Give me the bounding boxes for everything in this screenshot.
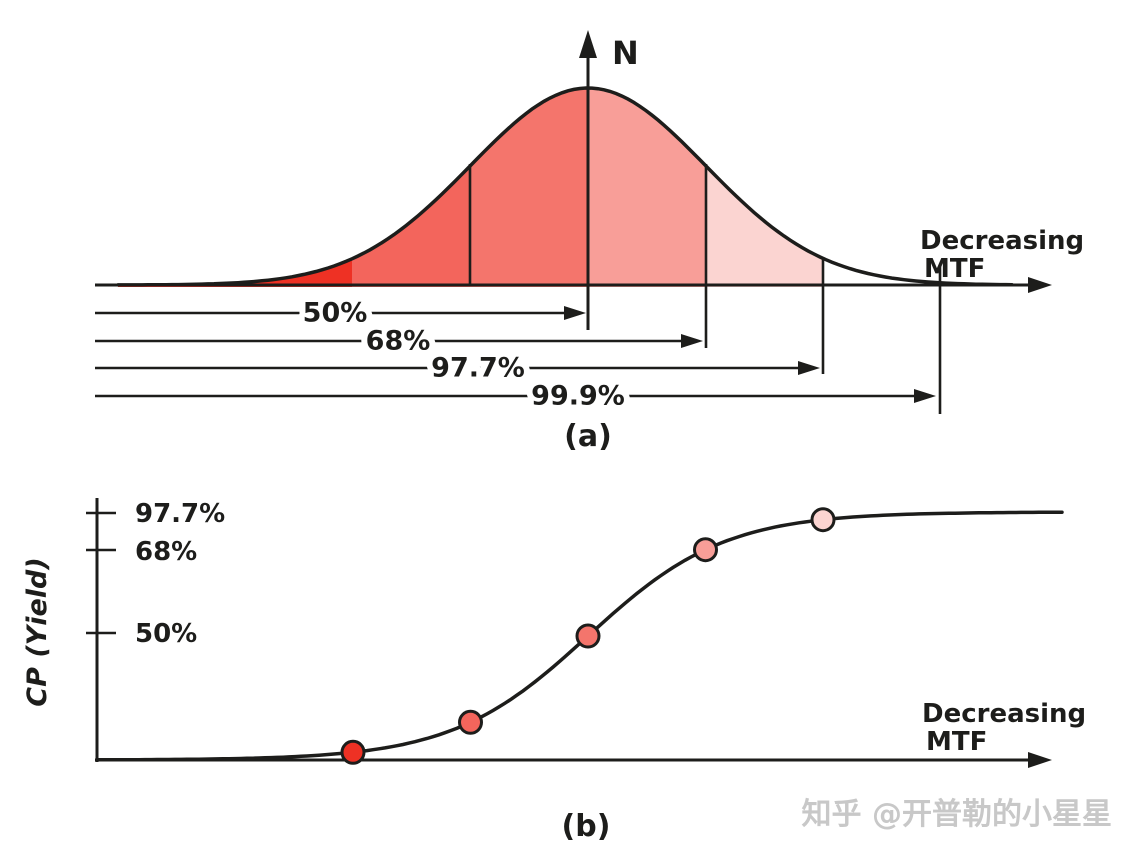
- watermark: 知乎 @开普勒的小星星: [802, 797, 1112, 832]
- coverage-label-50: 50%: [303, 298, 368, 329]
- coverage-arrow-97: 97.7%: [95, 347, 820, 390]
- panel-b-caption: (b): [562, 809, 611, 844]
- normal-distribution-curve: [116, 86, 1014, 287]
- panel-a-x-axis-label-line1: Decreasing: [920, 226, 1084, 256]
- arrowhead-icon: [681, 334, 703, 348]
- distribution-bands: [118, 88, 824, 287]
- yield-point-plus2-sigma: [810, 507, 836, 533]
- panel-b-x-axis-arrowhead-icon: [1028, 752, 1052, 768]
- panel-b-y-axis-label: CP (Yield): [22, 557, 53, 706]
- arrowhead-icon: [564, 306, 586, 320]
- yield-point-minus1-sigma: [458, 709, 483, 735]
- panel-b: 97.7% 68% 50% CP (Yield) Decreasing MTF …: [22, 498, 1086, 844]
- panel-a-caption: (a): [564, 419, 612, 454]
- coverage-label-68: 68%: [366, 326, 431, 357]
- panel-b-x-axis-label-line2: MTF: [926, 727, 987, 757]
- coverage-arrow-50: 50%: [95, 292, 586, 335]
- arrowhead-icon: [914, 389, 936, 403]
- ytick-label-97: 97.7%: [135, 499, 225, 529]
- panel-a-n-axis-arrowhead-icon: [579, 30, 597, 58]
- ytick-label-68: 68%: [135, 537, 197, 567]
- band-left-tail: [118, 88, 352, 287]
- band-center-plus1: [588, 88, 706, 287]
- panel-a-x-axis-arrowhead-icon: [1028, 277, 1052, 293]
- coverage-label-99: 99.9%: [531, 381, 625, 412]
- panel-a: N Decreasing MTF 50% 68% 97.7% 99.9% (a): [95, 30, 1084, 454]
- yield-point-plus1-sigma: [693, 537, 718, 563]
- coverage-arrow-68: 68%: [95, 320, 703, 363]
- panel-a-x-axis-label-line2: MTF: [924, 254, 985, 284]
- arrowhead-icon: [798, 361, 820, 375]
- ytick-label-50: 50%: [135, 619, 197, 649]
- panel-b-x-axis-label-line1: Decreasing: [922, 699, 1086, 729]
- coverage-label-97: 97.7%: [431, 353, 525, 384]
- yield-point-center: [575, 623, 601, 649]
- yield-point-minus2-sigma: [340, 739, 366, 765]
- panel-a-y-axis-label: N: [612, 34, 639, 72]
- coverage-arrow-99: 99.9%: [95, 375, 936, 418]
- band-minus1-center: [470, 88, 588, 287]
